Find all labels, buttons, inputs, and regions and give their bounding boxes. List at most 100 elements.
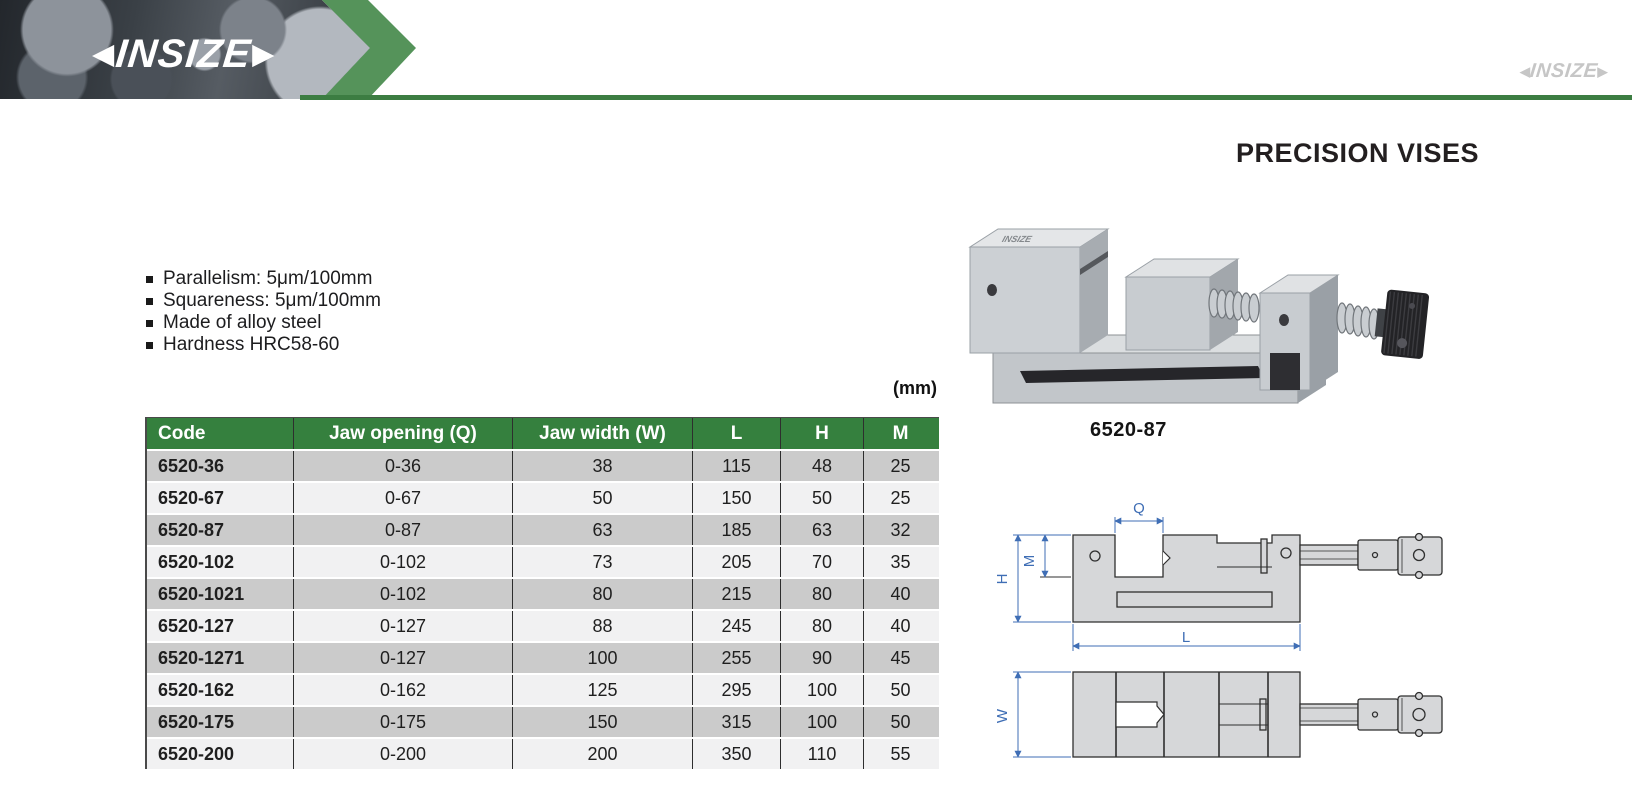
square-bullet-icon: [146, 275, 153, 283]
cell-value: 55: [863, 739, 937, 769]
cell-value: 245: [692, 611, 780, 641]
table-row: 6520-175 0-175 150 315 100 50: [147, 705, 939, 737]
feature-text: Squareness: 5μm/100mm: [163, 290, 381, 311]
square-bullet-icon: [146, 297, 153, 305]
cell-value: 205: [692, 547, 780, 577]
cell-value: 73: [512, 547, 692, 577]
cell-code: 6520-1271: [158, 647, 245, 668]
watermark-text: INSIZE: [1528, 60, 1599, 82]
vise-rear-bracket: [1258, 274, 1340, 391]
table-row: 6520-102 0-102 73 205 70 35: [147, 545, 939, 577]
cell-value: 50: [780, 483, 863, 513]
cell-value: 115: [692, 451, 780, 481]
cell-value: 0-36: [293, 451, 512, 481]
cell-value: 100: [780, 675, 863, 705]
product-code-label: 6520-87: [1090, 419, 1167, 441]
column-header-code: Code: [158, 422, 206, 444]
cell-value: 25: [863, 451, 937, 481]
cell-value: 125: [512, 675, 692, 705]
cell-value: 100: [512, 643, 692, 673]
square-bullet-icon: [146, 319, 153, 327]
cell-value: 0-127: [293, 611, 512, 641]
spec-table-body: 6520-36 0-36 38 115 48 25 6520-67 0-67 50 150 50 25…: [147, 449, 939, 769]
cell-value: 0-67: [293, 483, 512, 513]
diagram-side-view: Q M H L: [994, 500, 1443, 651]
feature-list: Parallelism: 5μm/100mm Squareness: 5μm/1…: [146, 268, 381, 356]
cell-value: 0-175: [293, 707, 512, 737]
feature-text: Parallelism: 5μm/100mm: [163, 268, 373, 289]
feature-item: Made of alloy steel: [146, 312, 381, 334]
table-row: 6520-67 0-67 50 150 50 25: [147, 481, 939, 513]
dimension-label-q: Q: [1133, 500, 1145, 517]
cell-value: 63: [780, 515, 863, 545]
cell-value: 40: [863, 579, 937, 609]
cell-code: 6520-175: [158, 711, 235, 732]
vise-knob: [1374, 289, 1430, 359]
insize-logo: ◀ INSIZE ▶: [93, 28, 273, 80]
cell-value: 38: [512, 451, 692, 481]
cell-value: 215: [692, 579, 780, 609]
cell-code: 6520-200: [158, 743, 235, 764]
cell-code: 6520-127: [158, 615, 235, 636]
cell-value: 35: [863, 547, 937, 577]
cell-value: 90: [780, 643, 863, 673]
unit-label: (mm): [893, 378, 937, 398]
cell-code: 6520-87: [158, 519, 225, 540]
column-header-m: M: [863, 418, 937, 449]
cell-value: 0-102: [293, 547, 512, 577]
vise-spring: [1208, 288, 1260, 323]
cell-value: 80: [780, 611, 863, 641]
top-view-body: [1072, 671, 1443, 758]
vise-fixed-jaw: INSIZE: [968, 228, 1110, 354]
dimension-label-w: W: [994, 708, 1011, 723]
cell-code: 6520-102: [158, 551, 235, 572]
column-header-jaw-opening: Jaw opening (Q): [293, 418, 512, 449]
feature-item: Hardness HRC58-60: [146, 334, 381, 356]
cell-value: 70: [780, 547, 863, 577]
logo-right-arrow-icon: ▶: [252, 38, 274, 69]
dimension-label-l: L: [1182, 629, 1190, 646]
cell-value: 50: [863, 707, 937, 737]
header-machinery-photo: [0, 0, 370, 99]
cell-code: 6520-67: [158, 487, 225, 508]
cell-value: 185: [692, 515, 780, 545]
cell-value: 0-162: [293, 675, 512, 705]
feature-item: Parallelism: 5μm/100mm: [146, 268, 381, 290]
cell-value: 48: [780, 451, 863, 481]
cell-value: 150: [512, 707, 692, 737]
cell-value: 0-102: [293, 579, 512, 609]
column-header-jaw-width: Jaw width (W): [512, 418, 692, 449]
cell-value: 110: [780, 739, 863, 769]
vise-logo-text: INSIZE: [1001, 234, 1034, 244]
cell-value: 32: [863, 515, 937, 545]
cell-value: 315: [692, 707, 780, 737]
feature-text: Made of alloy steel: [163, 312, 322, 333]
cell-value: 80: [780, 579, 863, 609]
table-header-row: Code Jaw opening (Q) Jaw width (W) L H M: [147, 418, 939, 449]
square-bullet-icon: [146, 341, 153, 349]
cell-code: 6520-1021: [158, 583, 245, 604]
cell-value: 0-87: [293, 515, 512, 545]
table-row: 6520-87 0-87 63 185 63 32: [147, 513, 939, 545]
vise-spring: [1336, 302, 1380, 340]
cell-value: 350: [692, 739, 780, 769]
insize-watermark-logo: ◀ INSIZE ▶: [1520, 60, 1607, 83]
column-header-h: H: [780, 418, 863, 449]
table-row: 6520-1271 0-127 100 255 90 45: [147, 641, 939, 673]
cell-value: 50: [863, 675, 937, 705]
cell-value: 63: [512, 515, 692, 545]
cell-value: 295: [692, 675, 780, 705]
cell-value: 25: [863, 483, 937, 513]
logo-text: INSIZE: [113, 31, 254, 76]
table-row: 6520-127 0-127 88 245 80 40: [147, 609, 939, 641]
top-view-dimensions: [1013, 671, 1071, 758]
cell-value: 40: [863, 611, 937, 641]
cell-value: 50: [512, 483, 692, 513]
page-title: PRECISION VISES: [1236, 138, 1480, 168]
dimension-label-m: M: [1021, 555, 1038, 568]
watermark-left-arrow-icon: ◀: [1520, 64, 1530, 79]
cell-value: 200: [512, 739, 692, 769]
column-header-l: L: [692, 418, 780, 449]
cell-code: 6520-36: [158, 455, 225, 476]
cell-value: 0-127: [293, 643, 512, 673]
